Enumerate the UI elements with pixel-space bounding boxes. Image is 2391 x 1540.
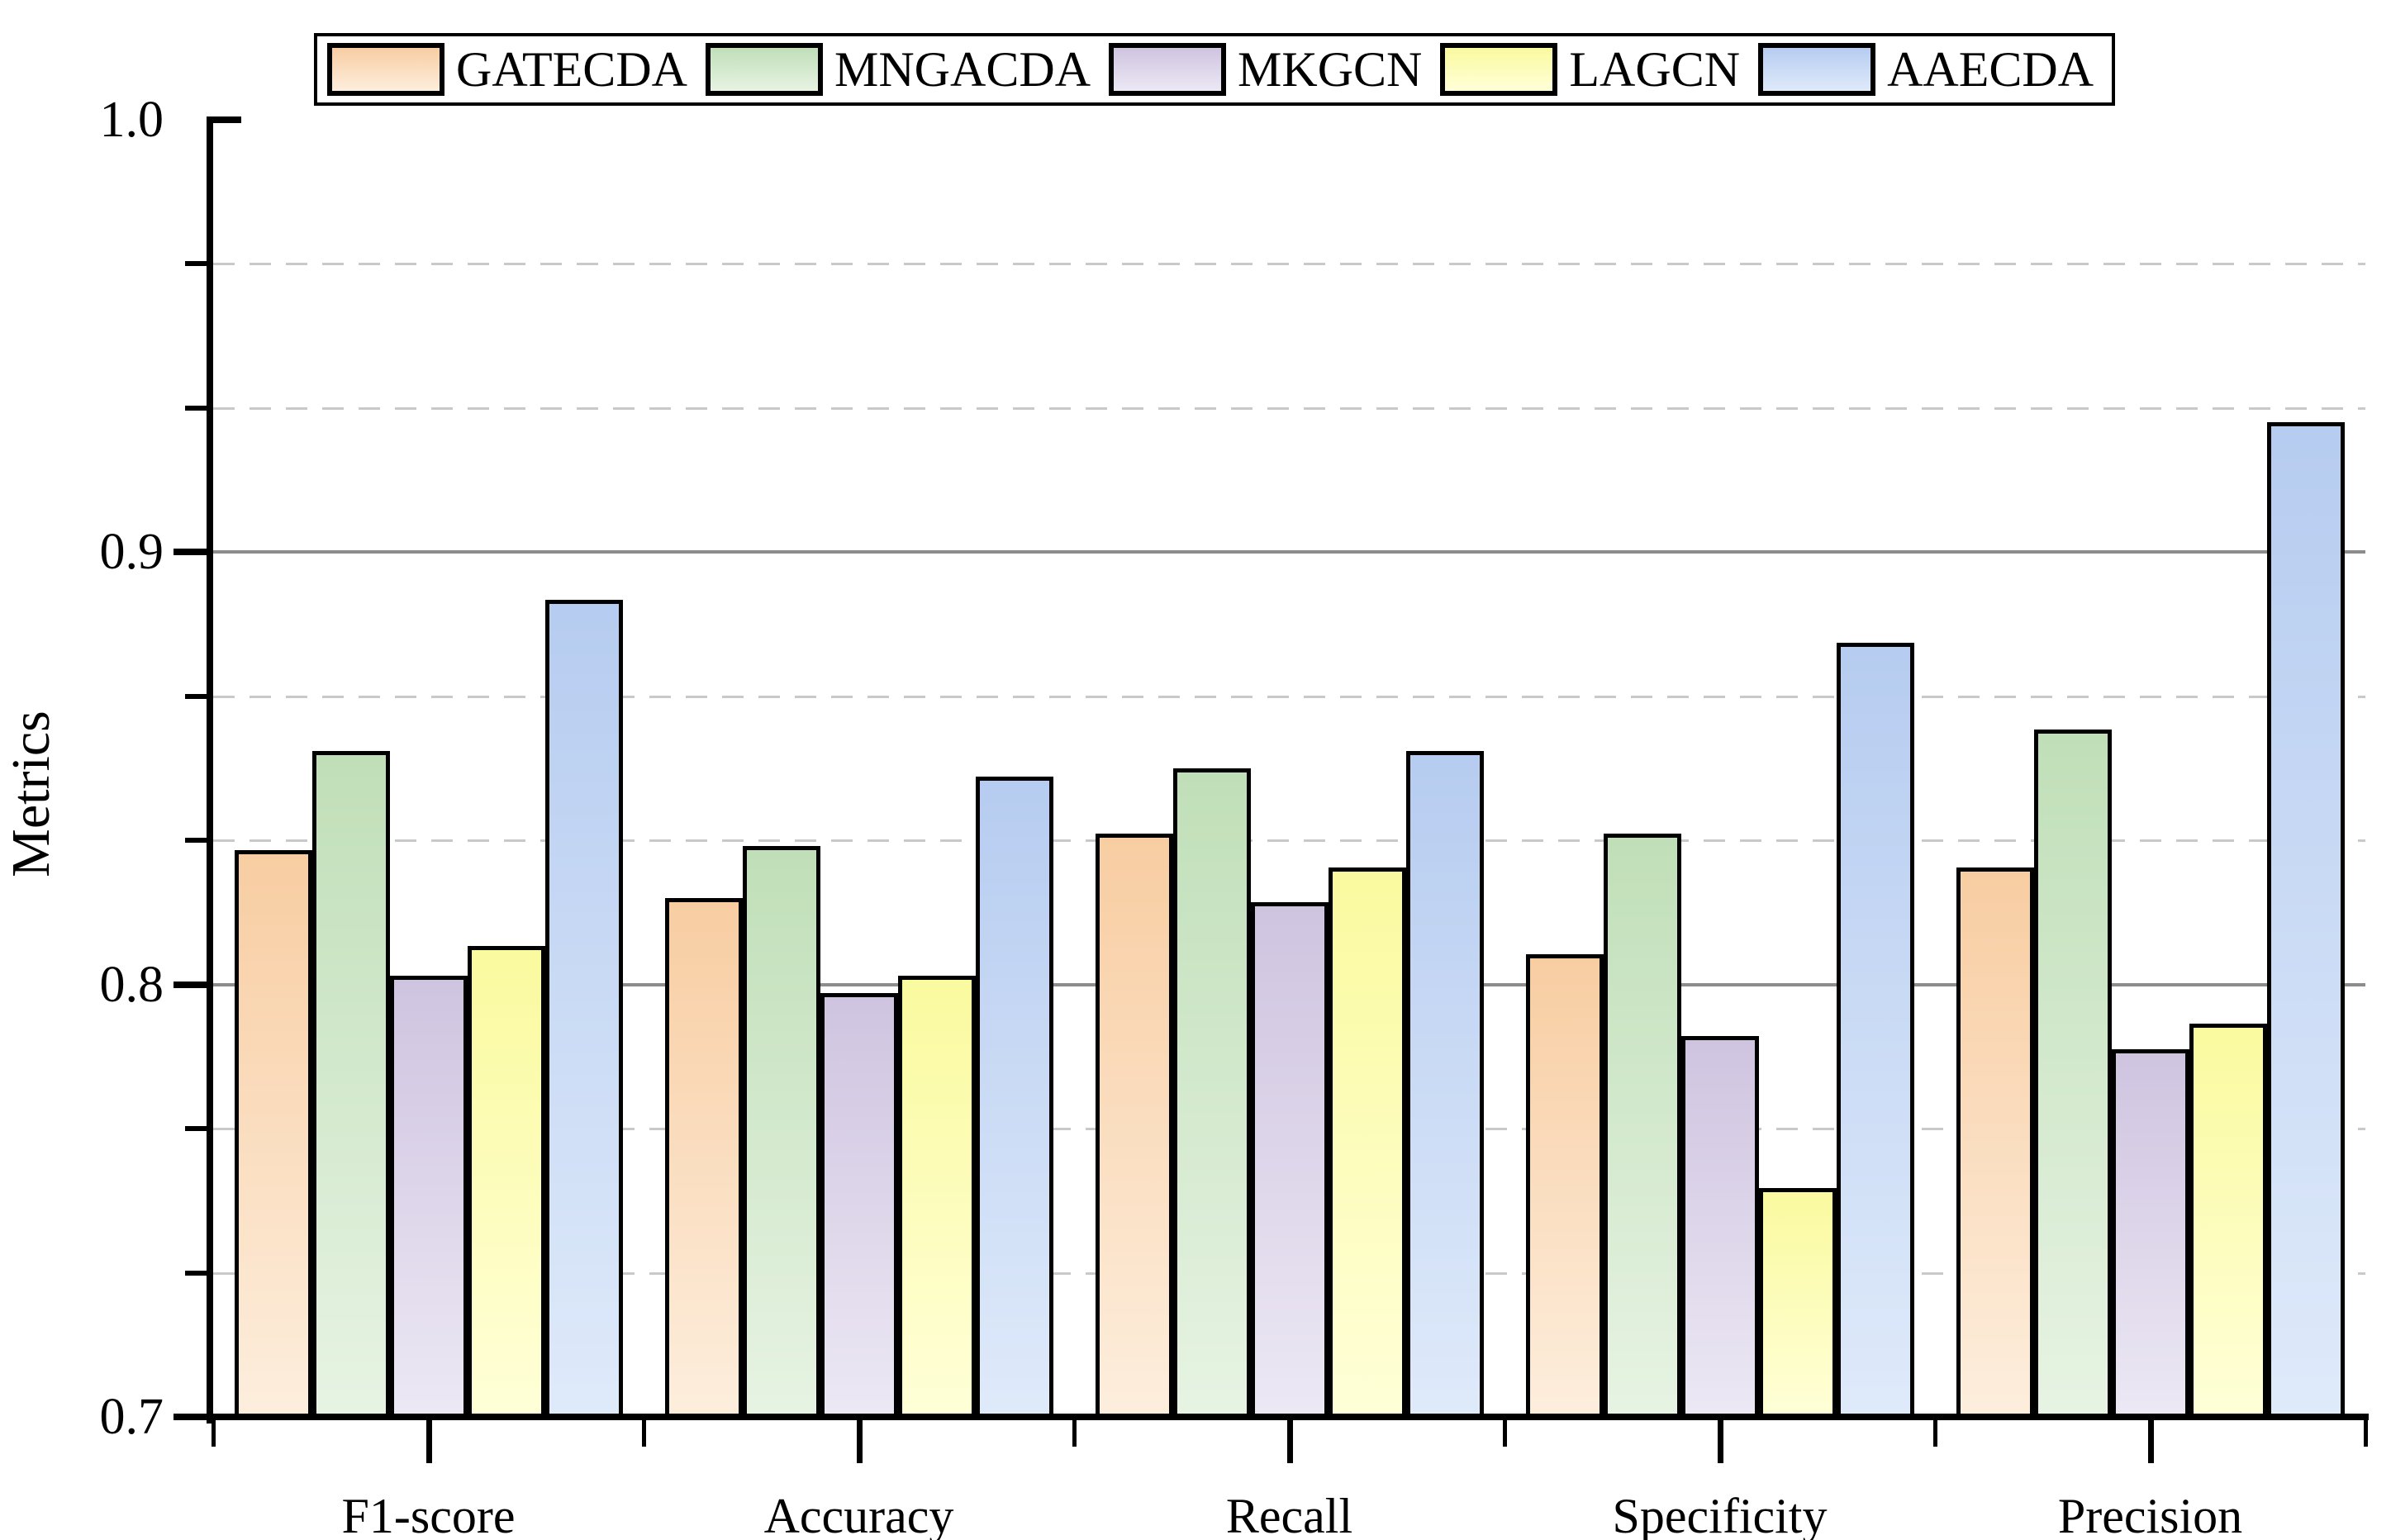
x-tick-label: F1-score: [341, 1489, 516, 1540]
legend-label-MNGACDA: MNGACDA: [834, 42, 1091, 97]
x-tick-minor: [1503, 1420, 1507, 1447]
legend-label-LAGCN: LAGCN: [1569, 42, 1741, 97]
x-tick-major: [425, 1420, 432, 1463]
x-tick-major: [1286, 1420, 1293, 1463]
bar-MKGCN-Recall: [1250, 902, 1329, 1420]
legend-swatch-MKGCN: [1109, 43, 1227, 96]
bar-MNGACDA-Recall: [1172, 768, 1251, 1420]
minor-gridline: [213, 263, 2365, 266]
y-axis-title: Metrics: [1, 711, 61, 877]
bar-MKGCN-Accuracy: [820, 993, 898, 1420]
major-gridline: [213, 550, 2365, 554]
bar-GATECDA-Specificity: [1525, 954, 1604, 1420]
legend-swatch-AAECDA: [1758, 43, 1876, 96]
y-axis-line: [207, 116, 213, 1424]
legend-entry-LAGCN: LAGCN: [1440, 43, 1740, 96]
legend: GATECDA MNGACDA MKGCN LAGCN AAECDA: [314, 33, 2116, 106]
bar-LAGCN-Accuracy: [897, 976, 976, 1420]
y-tick-major: [174, 1414, 207, 1420]
bar-MKGCN-Precision: [2111, 1049, 2189, 1420]
legend-label-GATECDA: GATECDA: [456, 42, 687, 97]
bar-AAECDA-Recall: [1405, 751, 1484, 1420]
x-tick-label: Precision: [2057, 1489, 2243, 1540]
legend-entry-MKGCN: MKGCN: [1109, 43, 1422, 96]
bar-LAGCN-F1-score: [467, 945, 545, 1420]
x-tick-minor: [1933, 1420, 1937, 1447]
x-tick-label: Recall: [1225, 1489, 1353, 1540]
bar-LAGCN-Specificity: [1758, 1187, 1837, 1420]
y-tick-major: [174, 981, 207, 988]
legend-swatch-MNGACDA: [706, 43, 823, 96]
x-tick-label: Accuracy: [763, 1489, 954, 1540]
bar-LAGCN-Recall: [1328, 867, 1406, 1420]
bar-AAECDA-Specificity: [1836, 643, 1914, 1420]
y-tick-minor: [185, 1125, 207, 1131]
x-tick-minor: [2364, 1420, 2368, 1447]
minor-gridline: [213, 839, 2365, 843]
bar-MNGACDA-Precision: [2033, 729, 2112, 1420]
y-tick-major: [213, 116, 241, 123]
y-tick-minor: [185, 406, 207, 411]
bar-GATECDA-F1-score: [234, 850, 312, 1420]
bar-GATECDA-Accuracy: [664, 898, 743, 1420]
x-tick-major: [856, 1420, 863, 1463]
legend-entry-GATECDA: GATECDA: [327, 43, 687, 96]
y-tick-minor: [185, 693, 207, 699]
bar-MKGCN-F1-score: [389, 976, 468, 1420]
x-tick-major: [1717, 1420, 1723, 1463]
y-tick-minor: [185, 838, 207, 844]
y-tick-label: 1.0: [99, 92, 164, 148]
bar-MKGCN-Specificity: [1680, 1036, 1759, 1420]
bar-AAECDA-Precision: [2266, 422, 2345, 1420]
y-tick-label: 0.7: [99, 1389, 164, 1445]
bar-MNGACDA-Accuracy: [742, 846, 820, 1420]
bar-GATECDA-Recall: [1095, 833, 1173, 1420]
x-tick-major: [2147, 1420, 2154, 1463]
bar-MNGACDA-Specificity: [1603, 833, 1681, 1420]
bar-AAECDA-Accuracy: [975, 777, 1053, 1420]
legend-swatch-LAGCN: [1440, 43, 1558, 96]
minor-gridline: [213, 407, 2365, 411]
x-tick-minor: [212, 1420, 216, 1447]
x-axis-line: [207, 1414, 2369, 1420]
legend-entry-MNGACDA: MNGACDA: [706, 43, 1091, 96]
y-tick-minor: [185, 1270, 207, 1276]
x-tick-minor: [1072, 1420, 1077, 1447]
legend-label-AAECDA: AAECDA: [1887, 42, 2094, 97]
legend-entry-AAECDA: AAECDA: [1758, 43, 2094, 96]
bar-LAGCN-Precision: [2189, 1023, 2267, 1420]
x-tick-minor: [642, 1420, 646, 1447]
bar-AAECDA-F1-score: [544, 599, 623, 1420]
y-tick-minor: [185, 261, 207, 267]
y-tick-label: 0.9: [99, 524, 164, 581]
bar-MNGACDA-F1-score: [311, 751, 390, 1420]
minor-gridline: [213, 695, 2365, 698]
y-tick-major: [174, 549, 207, 556]
x-tick-label: Specificity: [1612, 1489, 1828, 1540]
bar-GATECDA-Precision: [1956, 867, 2034, 1420]
legend-swatch-GATECDA: [327, 43, 444, 96]
y-tick-label: 0.8: [99, 956, 164, 1013]
legend-label-MKGCN: MKGCN: [1238, 42, 1423, 97]
